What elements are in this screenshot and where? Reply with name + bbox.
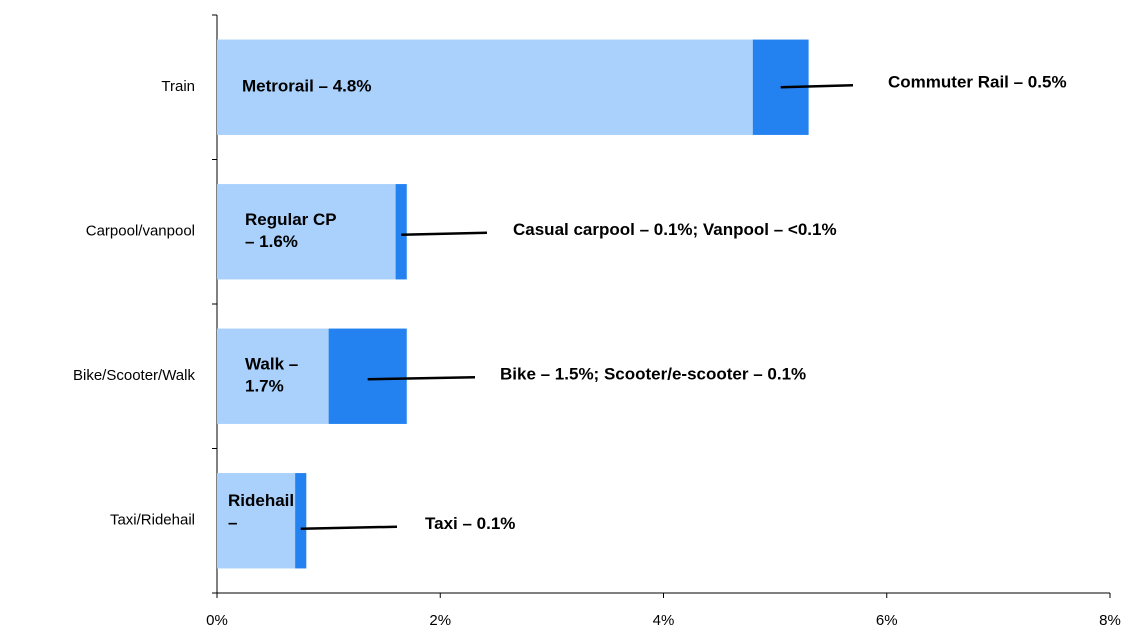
inner-label: Walk –: [245, 355, 298, 374]
outer-label: Commuter Rail – 0.5%: [888, 73, 1067, 92]
x-tick-label: 0%: [206, 612, 228, 629]
y-tick-label: Carpool/vanpool: [86, 223, 195, 240]
bar-segment: [295, 473, 307, 569]
y-tick-label: Bike/Scooter/Walk: [73, 367, 195, 384]
x-tick-label: 2%: [429, 612, 451, 629]
x-tick-label: 8%: [1099, 612, 1121, 629]
x-tick-label: 4%: [653, 612, 675, 629]
outer-label: Bike – 1.5%; Scooter/e-scooter – 0.1%: [500, 365, 806, 384]
y-tick-label: Train: [161, 78, 195, 95]
outer-label: Casual carpool – 0.1%; Vanpool – <0.1%: [513, 220, 837, 239]
leader-line: [367, 376, 476, 381]
bar-segment: [395, 184, 407, 280]
bar-segment: [217, 39, 753, 135]
inner-label: Metrorail – 4.8%: [242, 77, 371, 96]
x-tick-label: 6%: [876, 612, 898, 629]
bar-segment: [217, 473, 296, 569]
inner-label: – 1.6%: [245, 232, 298, 251]
inner-label: Regular CP: [245, 210, 337, 229]
leader-line: [401, 231, 488, 236]
bar-segment: [328, 328, 407, 424]
leader-line: [300, 525, 398, 530]
bar-segment: [217, 328, 329, 424]
bar-segment: [217, 184, 396, 280]
inner-label: –: [228, 513, 237, 532]
inner-label: Ridehail: [228, 491, 294, 510]
outer-label: Taxi – 0.1%: [425, 514, 515, 533]
inner-label: 1.7%: [245, 377, 284, 396]
y-tick-label: Taxi/Ridehail: [110, 512, 195, 529]
leader-line: [780, 84, 854, 89]
